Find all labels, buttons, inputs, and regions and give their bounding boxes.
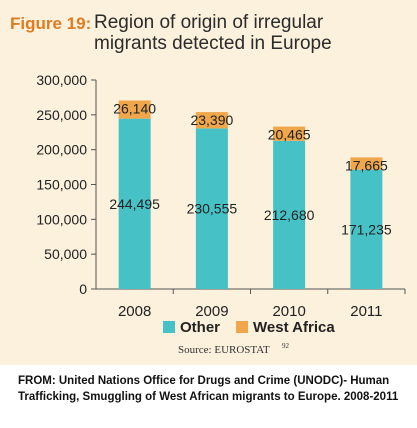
- y-tick-label: 200,000: [36, 142, 87, 158]
- x-tick-label: 2010: [272, 303, 305, 320]
- bar-west-africa: [350, 157, 383, 170]
- x-tick-label: 2009: [195, 303, 228, 320]
- bar-other: [118, 118, 151, 289]
- stacked-bar-chart: 0 50,000 100,000 150,000 200,000 250,000 300,0…: [36, 72, 406, 356]
- bar-west-africa: [195, 112, 228, 129]
- legend-swatch-west-africa: [236, 321, 248, 333]
- bar-west-africa: [118, 100, 151, 119]
- data-label-other: 171,235: [341, 221, 392, 237]
- y-tick-label: 0: [79, 281, 87, 297]
- x-tick-label: 2008: [118, 303, 151, 320]
- bar-other: [195, 128, 228, 289]
- source-footnote-marker: 92: [282, 342, 290, 350]
- bar-west-africa: [273, 126, 306, 141]
- credit-note: FROM: United Nations Office for Drugs an…: [18, 375, 399, 403]
- y-tick-label: 250,000: [36, 107, 87, 123]
- y-tick-label: 150,000: [36, 177, 87, 193]
- data-label-other: 244,495: [109, 196, 160, 212]
- x-tick-label: 2011: [350, 303, 382, 320]
- data-label-other: 230,555: [187, 201, 238, 217]
- data-label-west-africa: 20,465: [268, 127, 311, 143]
- data-label-west-africa: 23,390: [190, 112, 233, 128]
- chart-title: Region of origin of irregular migrants d…: [94, 12, 332, 54]
- figure-label: Figure 19:: [10, 14, 92, 33]
- source-label: Source: EUROSTAT: [178, 344, 270, 356]
- data-label-other: 212,680: [264, 207, 315, 223]
- bar-other: [273, 140, 306, 289]
- legend-label-west-africa: West Africa: [253, 319, 335, 336]
- y-tick-label: 100,000: [36, 211, 87, 227]
- bar-other: [350, 169, 383, 289]
- data-label-west-africa: 26,140: [113, 100, 156, 116]
- y-tick-label: 50,000: [44, 246, 87, 262]
- legend-label-other: Other: [180, 319, 220, 336]
- data-label-west-africa: 17,665: [345, 157, 388, 173]
- y-tick-label: 300,000: [36, 72, 87, 88]
- legend-swatch-other: [163, 321, 175, 333]
